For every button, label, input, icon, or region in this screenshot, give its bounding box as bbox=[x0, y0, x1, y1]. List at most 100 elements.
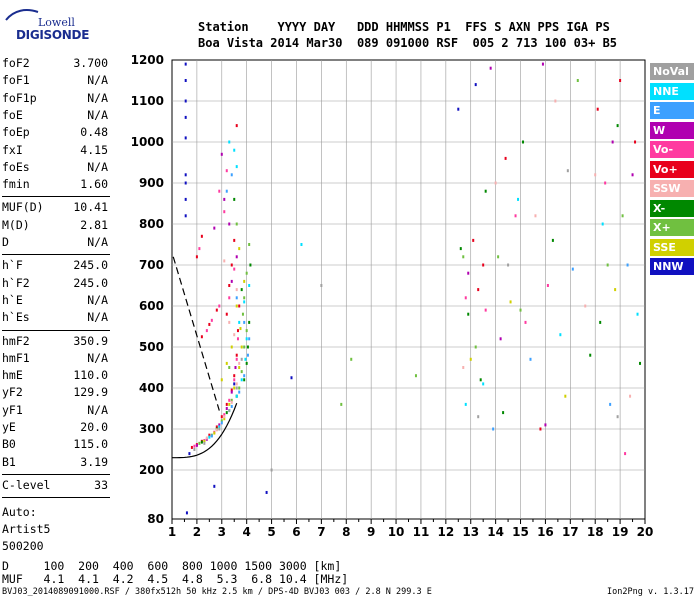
data-point bbox=[499, 337, 502, 341]
data-point bbox=[233, 382, 236, 386]
data-point bbox=[614, 288, 617, 292]
data-point bbox=[235, 222, 238, 226]
distance-row: D 100 200 400 600 800 1000 1500 3000 [km… bbox=[2, 559, 342, 573]
param-name: hmF1 bbox=[2, 350, 30, 365]
data-point bbox=[228, 320, 231, 324]
data-point bbox=[459, 247, 462, 251]
param-separator bbox=[2, 473, 110, 475]
data-point bbox=[225, 407, 228, 410]
data-point bbox=[467, 271, 470, 275]
data-point bbox=[220, 152, 223, 156]
param-separator bbox=[2, 196, 110, 198]
data-point bbox=[474, 345, 477, 349]
data-point bbox=[228, 402, 231, 406]
x-tick-label: 7 bbox=[317, 525, 325, 539]
data-point bbox=[489, 66, 492, 70]
param-value: N/A bbox=[87, 350, 108, 365]
data-point bbox=[225, 312, 228, 316]
x-tick-label: 14 bbox=[487, 525, 504, 539]
data-point bbox=[218, 304, 221, 308]
x-tick-label: 6 bbox=[292, 525, 300, 539]
data-point bbox=[554, 99, 557, 103]
legend-item: E bbox=[650, 102, 694, 119]
data-point bbox=[248, 320, 251, 324]
data-point bbox=[223, 415, 226, 419]
data-point bbox=[270, 468, 273, 472]
data-point bbox=[210, 434, 213, 438]
x-tick-label: 9 bbox=[367, 525, 375, 539]
x-tick-label: 12 bbox=[437, 525, 454, 539]
data-point bbox=[599, 320, 602, 324]
y-tick-label: 1000 bbox=[131, 135, 164, 149]
param-value: 0.48 bbox=[80, 125, 108, 140]
data-point bbox=[243, 378, 246, 382]
y-tick-label: 1200 bbox=[131, 53, 164, 67]
data-point bbox=[184, 62, 187, 66]
data-point bbox=[551, 238, 554, 242]
param-row: fxI 4.15 bbox=[2, 143, 108, 161]
y-tick-label: 800 bbox=[139, 217, 164, 231]
data-point bbox=[245, 329, 248, 333]
data-point bbox=[188, 452, 191, 456]
data-point bbox=[184, 173, 187, 177]
data-point bbox=[621, 214, 624, 218]
y-tick-label: 200 bbox=[139, 463, 164, 477]
data-point bbox=[243, 374, 246, 378]
data-point bbox=[198, 247, 201, 251]
data-point bbox=[218, 427, 221, 431]
data-point bbox=[218, 423, 221, 427]
data-point bbox=[564, 394, 567, 398]
x-tick-label: 3 bbox=[218, 525, 226, 539]
param-row: yE 20.0 bbox=[2, 420, 108, 438]
data-point bbox=[235, 353, 238, 357]
param-name: foE bbox=[2, 107, 23, 122]
data-point bbox=[223, 197, 226, 201]
data-point bbox=[235, 357, 238, 361]
data-point bbox=[228, 284, 231, 287]
y-tick-label: 80 bbox=[147, 512, 164, 526]
param-name: h`F bbox=[2, 258, 23, 273]
data-point bbox=[534, 214, 537, 218]
data-point bbox=[230, 398, 233, 402]
param-row: B0 115.0 bbox=[2, 437, 108, 455]
profile-curve bbox=[171, 402, 238, 459]
x-tick-label: 17 bbox=[562, 525, 579, 539]
data-point bbox=[235, 124, 238, 128]
param-value: 2.81 bbox=[80, 217, 108, 232]
param-value: 110.0 bbox=[73, 368, 108, 383]
data-point bbox=[492, 427, 495, 431]
param-name: fxI bbox=[2, 142, 23, 157]
data-point bbox=[606, 263, 609, 267]
data-point bbox=[239, 327, 242, 331]
param-name: foF1 bbox=[2, 73, 30, 88]
muf-row: MUF 4.1 4.1 4.2 4.5 4.8 5.3 6.8 10.4 [MH… bbox=[2, 572, 349, 586]
data-point bbox=[230, 263, 233, 267]
x-tick-label: 11 bbox=[413, 525, 430, 539]
x-tick-label: 19 bbox=[612, 525, 629, 539]
data-point bbox=[184, 115, 187, 119]
data-point bbox=[223, 259, 226, 263]
lowell-digisonde-logo: Lowell DIGISONDE bbox=[4, 6, 89, 42]
param-row: hmF2 350.9 bbox=[2, 334, 108, 352]
x-tick-label: 4 bbox=[243, 525, 251, 539]
param-value: 3.700 bbox=[73, 56, 108, 70]
param-value: 4.15 bbox=[80, 142, 108, 157]
param-value: N/A bbox=[87, 292, 108, 307]
data-point bbox=[238, 320, 241, 324]
data-point bbox=[230, 390, 233, 394]
data-point bbox=[225, 402, 228, 406]
data-point bbox=[240, 288, 243, 292]
param-name: h`F2 bbox=[2, 275, 30, 290]
param-name: h`E bbox=[2, 292, 23, 307]
y-tick-label: 600 bbox=[139, 299, 164, 313]
data-point bbox=[636, 312, 639, 316]
data-point bbox=[213, 226, 216, 230]
param-value: N/A bbox=[87, 107, 108, 122]
dashed-trace-line bbox=[172, 256, 220, 411]
data-point bbox=[200, 440, 203, 444]
logo-swoosh-icon bbox=[5, 9, 39, 21]
data-point bbox=[215, 425, 218, 429]
param-value: N/A bbox=[87, 310, 108, 325]
param-value: 245.0 bbox=[73, 258, 108, 273]
